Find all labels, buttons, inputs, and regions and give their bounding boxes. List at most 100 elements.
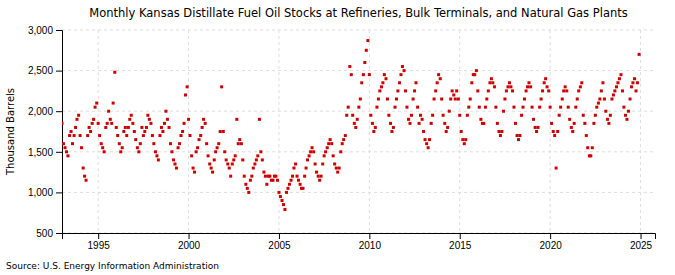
point	[589, 154, 592, 157]
point	[509, 85, 512, 88]
point	[294, 162, 297, 165]
point	[523, 98, 526, 101]
point	[360, 81, 363, 84]
point	[525, 89, 528, 92]
grid	[62, 30, 655, 233]
point	[116, 134, 119, 137]
point	[276, 179, 279, 182]
point	[312, 150, 315, 153]
point	[151, 134, 154, 137]
point	[333, 162, 336, 165]
point	[369, 114, 372, 117]
plot-area: 19952000200520102015202020255001,0001,50…	[28, 25, 656, 251]
point	[181, 130, 184, 133]
tick-mark	[550, 233, 551, 239]
point	[112, 102, 115, 105]
point	[258, 118, 261, 121]
point	[461, 138, 464, 141]
point	[154, 150, 157, 153]
point	[305, 167, 308, 170]
point	[140, 126, 143, 129]
point	[383, 73, 386, 76]
point	[318, 179, 321, 182]
point	[580, 81, 583, 84]
point	[160, 126, 163, 129]
point	[139, 142, 142, 145]
point	[320, 175, 323, 178]
point	[169, 142, 172, 145]
point	[635, 89, 638, 92]
point	[514, 122, 517, 125]
point	[586, 146, 589, 149]
point	[507, 85, 510, 88]
point	[422, 130, 425, 133]
point	[149, 122, 152, 125]
point	[152, 142, 155, 145]
tick: 2015	[449, 233, 472, 251]
point	[201, 126, 204, 129]
point	[433, 98, 436, 101]
point	[288, 183, 291, 186]
point	[146, 114, 149, 117]
point	[392, 126, 395, 129]
point	[541, 89, 544, 92]
point	[223, 150, 226, 153]
tick-label: 2,000	[28, 106, 53, 117]
point	[247, 191, 250, 194]
point	[128, 118, 131, 121]
point	[157, 158, 160, 161]
point	[403, 69, 406, 72]
point	[229, 175, 232, 178]
point	[178, 142, 181, 145]
grid-line	[640, 30, 641, 233]
point	[317, 175, 320, 178]
point	[145, 126, 148, 129]
point	[222, 130, 225, 133]
point	[323, 154, 326, 157]
point	[404, 89, 407, 92]
point	[629, 98, 632, 101]
point	[555, 167, 558, 170]
point	[405, 106, 408, 109]
point	[342, 138, 345, 141]
point	[591, 146, 594, 149]
point	[457, 98, 460, 101]
tick-label: 500	[36, 228, 53, 239]
point	[544, 77, 547, 80]
point	[166, 118, 169, 121]
point	[354, 126, 357, 129]
point	[399, 73, 402, 76]
point	[225, 158, 228, 161]
point	[244, 183, 247, 186]
point	[187, 118, 190, 121]
point	[255, 158, 258, 161]
point	[70, 130, 73, 133]
point	[398, 81, 401, 84]
grid-line	[188, 30, 189, 233]
point	[371, 122, 374, 125]
point	[351, 114, 354, 117]
point	[271, 179, 274, 182]
point	[396, 89, 399, 92]
point	[633, 77, 636, 80]
point	[568, 118, 571, 121]
tick-mark	[56, 30, 62, 31]
point	[297, 179, 300, 182]
point	[491, 81, 494, 84]
point	[177, 146, 180, 149]
point	[131, 122, 134, 125]
point	[110, 122, 113, 125]
point	[571, 130, 574, 133]
y-axis: 5001,0001,5002,0002,5003,000	[28, 25, 63, 239]
point	[219, 130, 222, 133]
tick: 1,500	[28, 147, 62, 158]
point	[264, 175, 267, 178]
point	[597, 102, 600, 105]
tick-label: 2020	[540, 240, 563, 251]
point	[168, 126, 171, 129]
point	[338, 167, 341, 170]
point	[496, 122, 499, 125]
point	[558, 114, 561, 117]
point	[268, 175, 271, 178]
point	[83, 175, 86, 178]
